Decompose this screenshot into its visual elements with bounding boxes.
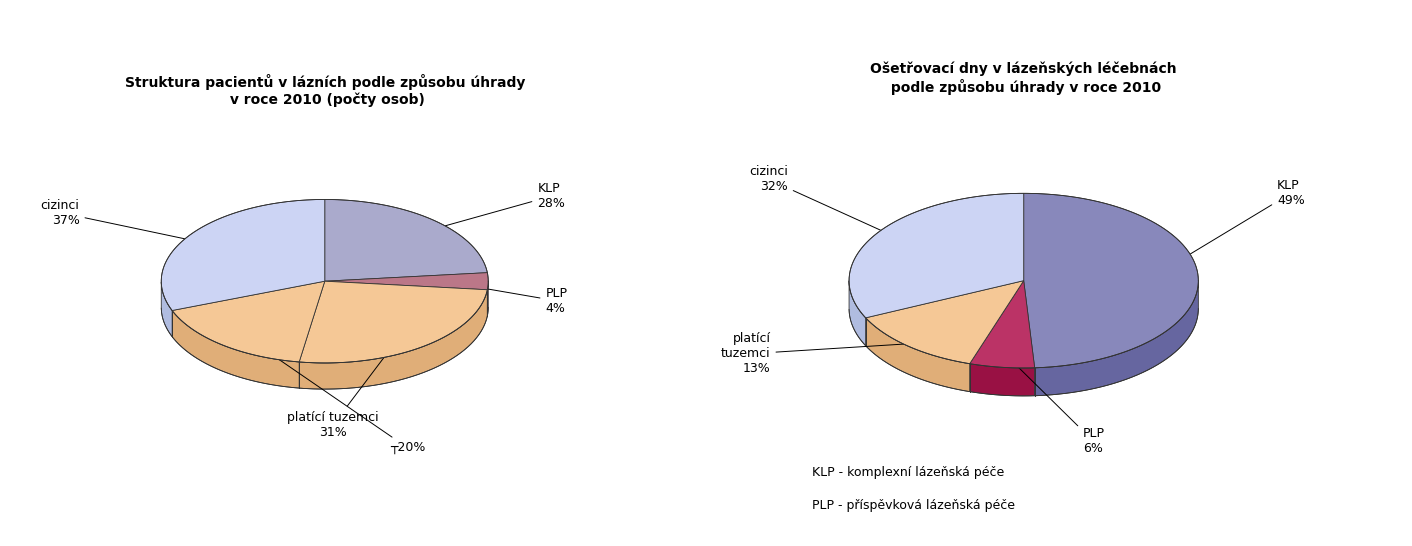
Text: platící
tuzemci
13%: platící tuzemci 13% (722, 333, 938, 376)
Polygon shape (1035, 281, 1199, 396)
Text: platící tuzemci
31%: platící tuzemci 31% (287, 343, 395, 439)
Text: KLP
28%: KLP 28% (407, 182, 565, 237)
Title: Struktura pacientů v lázních podle způsobu úhrady
 v roce 2010 (počty osob): Struktura pacientů v lázních podle způso… (124, 74, 525, 107)
Polygon shape (172, 281, 325, 362)
Polygon shape (1024, 193, 1199, 368)
Polygon shape (849, 281, 866, 346)
Text: KLP - komplexní lázeňská péče: KLP - komplexní lázeňská péče (812, 466, 1004, 479)
Polygon shape (970, 281, 1035, 368)
Polygon shape (970, 364, 1035, 396)
Text: cizinci
32%: cizinci 32% (748, 165, 915, 246)
Text: PLP - příspěvková lázeňská péče: PLP - příspěvková lázeňská péče (812, 498, 1015, 512)
Polygon shape (161, 199, 325, 311)
Polygon shape (325, 272, 489, 290)
Text: KLP
49%: KLP 49% (1152, 179, 1305, 277)
Polygon shape (325, 199, 487, 281)
Polygon shape (866, 318, 970, 391)
Text: ┬20%: ┬20% (253, 342, 425, 454)
Text: cizinci
37%: cizinci 37% (41, 199, 225, 247)
Text: PLP
4%: PLP 4% (445, 282, 568, 315)
Polygon shape (172, 311, 299, 388)
Polygon shape (299, 281, 487, 363)
Polygon shape (299, 290, 487, 389)
Polygon shape (866, 281, 1024, 364)
Text: PLP
6%: PLP 6% (1010, 359, 1104, 455)
Title: Ošetřovací dny v lázeňských léčebnách
 podle způsobu úhrady v roce 2010: Ošetřovací dny v lázeňských léčebnách po… (870, 62, 1178, 94)
Polygon shape (161, 282, 172, 337)
Polygon shape (849, 193, 1024, 318)
